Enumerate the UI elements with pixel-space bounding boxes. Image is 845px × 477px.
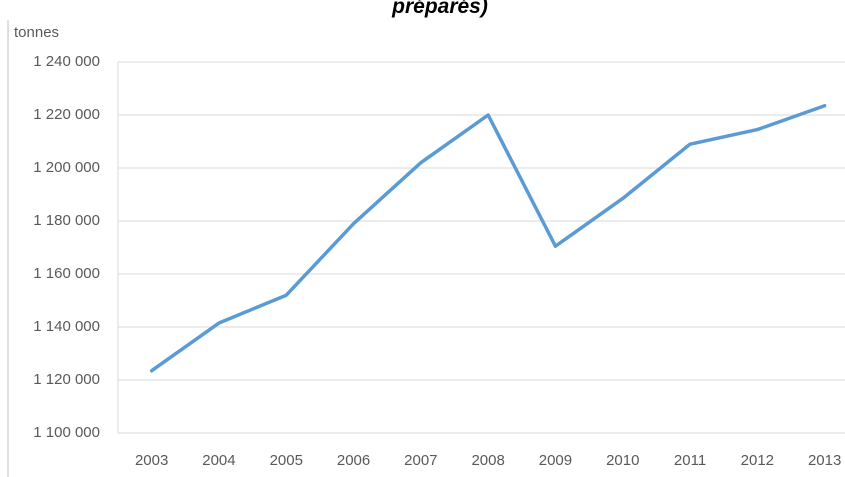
x-tick-label: 2011	[674, 452, 706, 469]
chart-title: préparés)	[391, 0, 488, 18]
x-tick-label: 2006	[337, 452, 370, 469]
x-tick-label: 2009	[539, 452, 572, 469]
y-tick-label: 1 240 000	[33, 53, 100, 70]
y-tick-label: 1 200 000	[33, 159, 100, 176]
y-tick-label: 1 220 000	[33, 106, 100, 123]
x-tick-label: 2013	[808, 452, 841, 469]
y-tick-label: 1 120 000	[33, 371, 100, 388]
x-tick-label: 2004	[202, 452, 235, 469]
x-tick-label: 2003	[135, 452, 168, 469]
x-tick-label: 2005	[270, 452, 303, 469]
y-tick-label: 1 180 000	[33, 212, 100, 229]
y-axis-label: tonnes	[14, 24, 59, 41]
data-line	[149, 103, 827, 373]
y-tick-label: 1 100 000	[33, 424, 100, 441]
x-tick-label: 2010	[606, 452, 639, 469]
x-tick-label: 2012	[741, 452, 774, 469]
x-tick-label: 2008	[471, 452, 504, 469]
y-tick-label: 1 140 000	[33, 318, 100, 335]
x-tick-label: 2007	[404, 452, 437, 469]
y-tick-label: 1 160 000	[33, 265, 100, 282]
